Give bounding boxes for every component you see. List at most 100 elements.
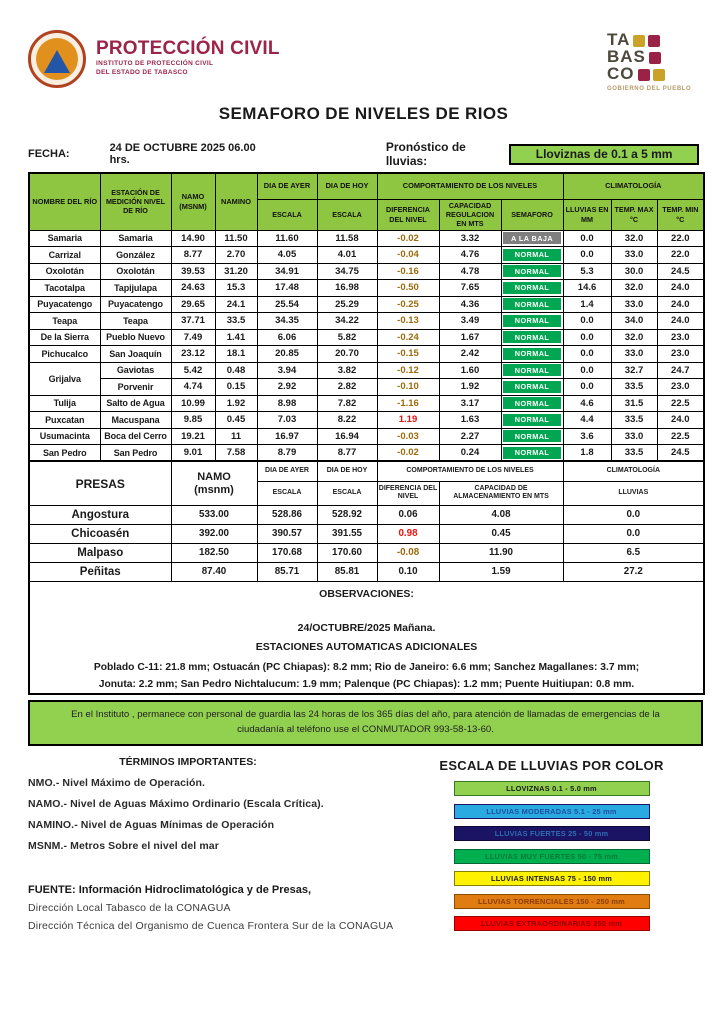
namo-cell: 37.71 [170, 312, 216, 330]
namo-cell: 5.42 [170, 361, 216, 380]
semaforo-badge: NORMAL [503, 430, 562, 443]
semaforo-cell: NORMAL [500, 394, 564, 413]
terminos-section: TÉRMINOS IMPORTANTES: NMO.- Nivel Máximo… [28, 756, 400, 939]
lluvias-cell: 0.0 [562, 312, 612, 330]
diferencia-cell: -0.02 [376, 229, 440, 248]
escala-hoy-cell: 34.22 [316, 312, 378, 330]
tabasco-line-1: TA [607, 31, 699, 49]
presa-row: Peñitas 87.40 85.71 85.81 0.10 1.59 27.2 [28, 561, 705, 582]
presa-diferencia-cell: -0.08 [376, 542, 440, 563]
river-name-cell: Pichucalco [28, 345, 101, 363]
namo-cell: 19.21 [170, 427, 216, 446]
col-header-namino: NAMINO [214, 172, 258, 231]
presa-namo-cell: 87.40 [170, 561, 258, 582]
namino-cell: 11 [214, 427, 258, 446]
temp-min-cell: 23.0 [656, 328, 705, 347]
tabasco-glyph-icon [637, 68, 650, 81]
observaciones-line-2: Jonuta: 2.2 mm; San Pedro Nichtalucum: 1… [98, 679, 635, 691]
rivers-tbody: Samaria Samaria 14.90 11.50 11.60 11.58 -0.02 3… [28, 229, 705, 462]
diferencia-cell: -0.50 [376, 279, 440, 297]
river-name-cell: Puxcatan [28, 411, 101, 429]
diferencia-cell: -0.04 [376, 246, 440, 264]
presa-lluvias-cell: 27.2 [562, 561, 705, 582]
namo-cell: 39.53 [170, 262, 216, 281]
river-name-cell: Samaria [28, 229, 101, 248]
namo-cell: 14.90 [170, 229, 216, 248]
temp-min-cell: 24.0 [656, 411, 705, 429]
station-cell: Boca del Cerro [99, 427, 172, 446]
presa-row: Angostura 533.00 528.86 528.92 0.06 4.08 0.0 [28, 504, 705, 525]
escala-ayer-cell: 34.91 [256, 262, 318, 281]
presas-comportamiento-header: COMPORTAMIENTO DE LOS NIVELES [376, 460, 564, 482]
namino-cell: 1.92 [214, 394, 258, 413]
namo-cell: 4.74 [170, 378, 216, 396]
presas-escala-ayer-header: ESCALA [256, 480, 318, 506]
namino-cell: 18.1 [214, 345, 258, 363]
escala-hoy-cell: 8.22 [316, 411, 378, 429]
col-header-temp-max: TEMP. MAX °C [610, 198, 658, 231]
presa-escala-ayer-cell: 170.68 [256, 542, 318, 563]
semaforo-badge: NORMAL [503, 331, 562, 344]
station-cell: Gaviotas [99, 361, 172, 380]
semaforo-cell: NORMAL [500, 345, 564, 363]
river-name-cell: Oxolotán [28, 262, 101, 281]
capacidad-cell: 2.42 [438, 345, 502, 363]
terminos-item-nmo: NMO.- Nivel Máximo de Operación. [28, 777, 206, 790]
capacidad-cell: 7.65 [438, 279, 502, 297]
presa-lluvias-cell: 0.0 [562, 523, 705, 544]
rivers-and-dams-table: NOMBRE DEL RÍO ESTACIÓN DE MEDICIÓN NIVE… [28, 172, 706, 696]
col-header-escala-hoy: ESCALA [316, 198, 378, 231]
temp-min-cell: 22.0 [656, 229, 705, 248]
proteccion-civil-subtitle-2: DEL ESTADO DE TABASCO [96, 68, 188, 76]
presa-escala-hoy-cell: 528.92 [316, 504, 378, 525]
temp-max-cell: 32.7 [610, 361, 658, 380]
tabasco-glyph-icon [648, 34, 661, 47]
temp-min-cell: 24.5 [656, 444, 705, 462]
river-row: Usumacinta Boca del Cerro 19.21 11 16.97 16.9… [28, 427, 705, 446]
capacidad-cell: 3.17 [438, 394, 502, 413]
river-name-cell: Grijalva [28, 361, 101, 396]
temp-min-cell: 24.5 [656, 262, 705, 281]
escala-ayer-cell: 7.03 [256, 411, 318, 429]
escala-bar: LLUVIAS MODERADAS 5.1 - 25 mm [453, 803, 650, 819]
presa-diferencia-cell: 0.10 [376, 561, 440, 582]
pronostico-value-box: Lloviznas de 0.1 a 5 mm [509, 143, 699, 165]
terminos-title: TÉRMINOS IMPORTANTES: [119, 756, 257, 769]
tabasco-glyph-icon [633, 34, 646, 47]
station-cell: Porvenir [99, 378, 172, 396]
temp-min-cell: 22.5 [656, 427, 705, 446]
observaciones-date: 24/OCTUBRE/2025 Mañana. [297, 621, 436, 634]
temp-max-cell: 33.0 [610, 246, 658, 264]
temp-max-cell: 32.0 [610, 328, 658, 347]
capacidad-cell: 4.78 [438, 262, 502, 281]
escala-bar: LLUVIAS MUY FUERTES 50 - 75 mm [453, 848, 650, 864]
river-name-cell: San Pedro [28, 444, 101, 462]
escala-hoy-cell: 8.77 [316, 444, 378, 462]
presa-name-cell: Chicoasén [28, 523, 172, 544]
namo-cell: 23.12 [170, 345, 216, 363]
namino-cell: 0.15 [214, 378, 258, 396]
presas-tbody: Angostura 533.00 528.86 528.92 0.06 4.08 0.0 Ch… [28, 504, 705, 582]
temp-min-cell: 22.5 [656, 394, 705, 413]
diferencia-cell: -0.12 [376, 361, 440, 380]
lluvias-cell: 0.0 [562, 378, 612, 396]
col-header-capacidad: CAPACIDAD REGULACION EN MTS [438, 198, 502, 231]
namino-cell: 7.58 [214, 444, 258, 462]
escala-lluvias-section: ESCALA DE LLUVIAS POR COLOR LLOVIZNAS 0.… [400, 756, 703, 939]
presas-escala-hoy-header: ESCALA [316, 480, 378, 506]
presa-capacidad-cell: 1.59 [438, 561, 564, 582]
presa-namo-cell: 392.00 [170, 523, 258, 544]
namo-cell: 7.49 [170, 328, 216, 347]
emblem-ring [36, 38, 78, 80]
temp-min-cell: 23.0 [656, 345, 705, 363]
terminos-item-namino: NAMINO.- Nivel de Aguas Mínimas de Opera… [28, 819, 275, 832]
guard-notice: En el Instituto , permanece con personal… [28, 700, 703, 747]
namino-cell: 0.45 [214, 411, 258, 429]
col-header-diferencia: DIFERENCIA DEL NIVEL [376, 198, 440, 231]
temp-min-cell: 23.0 [656, 378, 705, 396]
presas-header-row-2: ESCALA ESCALA DIFERENCIA DEL NIVEL CAPAC… [29, 480, 705, 506]
presa-capacidad-cell: 4.08 [438, 504, 564, 525]
presas-header-row-1: PRESAS NAMO (msnm) DIA DE AYER DIA DE HO… [28, 460, 705, 506]
namino-cell: 31.20 [214, 262, 258, 281]
presas-namo-sub-label: (msnm) [194, 483, 234, 496]
